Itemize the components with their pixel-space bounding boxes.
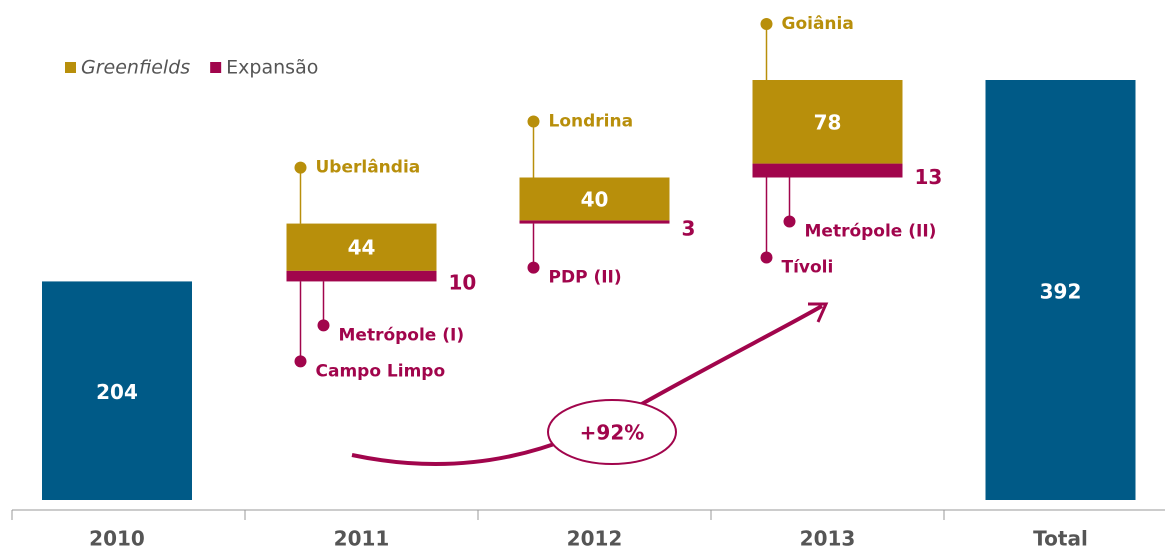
pin-dot: [294, 161, 307, 174]
pin-dot: [317, 319, 330, 332]
x-tick-label: Total: [1033, 527, 1088, 551]
place-label: Goiânia: [782, 14, 854, 34]
expansion-value-label: 3: [682, 216, 696, 240]
greenfield-value-label: 44: [348, 236, 376, 260]
pin-dot: [783, 215, 796, 228]
expansion-bar: [286, 270, 437, 282]
expansion-value-label: 10: [449, 271, 477, 295]
expansion-value-label: 13: [915, 165, 943, 189]
expansion-bar: [519, 220, 670, 224]
legend-label: Expansão: [226, 57, 318, 79]
pin-dot: [760, 18, 773, 30]
x-tick-label: 2010: [89, 527, 145, 551]
pin-dot: [527, 115, 540, 128]
place-label: Londrina: [549, 112, 634, 132]
greenfield-bar: [286, 223, 437, 271]
total-bar: [42, 281, 192, 500]
growth-label: +92%: [580, 421, 645, 445]
greenfield-bar: [752, 80, 903, 164]
total-bar: [985, 80, 1136, 500]
x-tick-label: 2012: [567, 527, 623, 551]
place-label: Uberlândia: [316, 158, 421, 178]
growth-ellipse: [547, 399, 677, 465]
arrow-head: [808, 302, 829, 323]
greenfield-bar: [519, 177, 670, 221]
legend-swatch: [210, 62, 222, 73]
place-label: Tívoli: [782, 258, 834, 278]
place-label: Metrópole (I): [339, 325, 465, 345]
x-tick-label: 2013: [800, 527, 856, 551]
expansion-bar: [752, 163, 903, 178]
place-label: PDP (II): [549, 268, 622, 288]
total-label: 392: [1040, 280, 1082, 304]
total-label: 204: [96, 380, 138, 404]
legend-label: Greenfields: [81, 57, 190, 79]
pin-dot: [527, 261, 540, 274]
place-label: Campo Limpo: [316, 361, 446, 381]
legend-swatch: [65, 62, 76, 73]
pin-dot: [760, 251, 773, 264]
greenfield-value-label: 40: [581, 187, 609, 211]
pin-dot: [294, 355, 307, 368]
place-label: Metrópole (II): [805, 222, 937, 242]
greenfield-value-label: 78: [814, 110, 842, 134]
x-tick-label: 2011: [334, 527, 390, 551]
